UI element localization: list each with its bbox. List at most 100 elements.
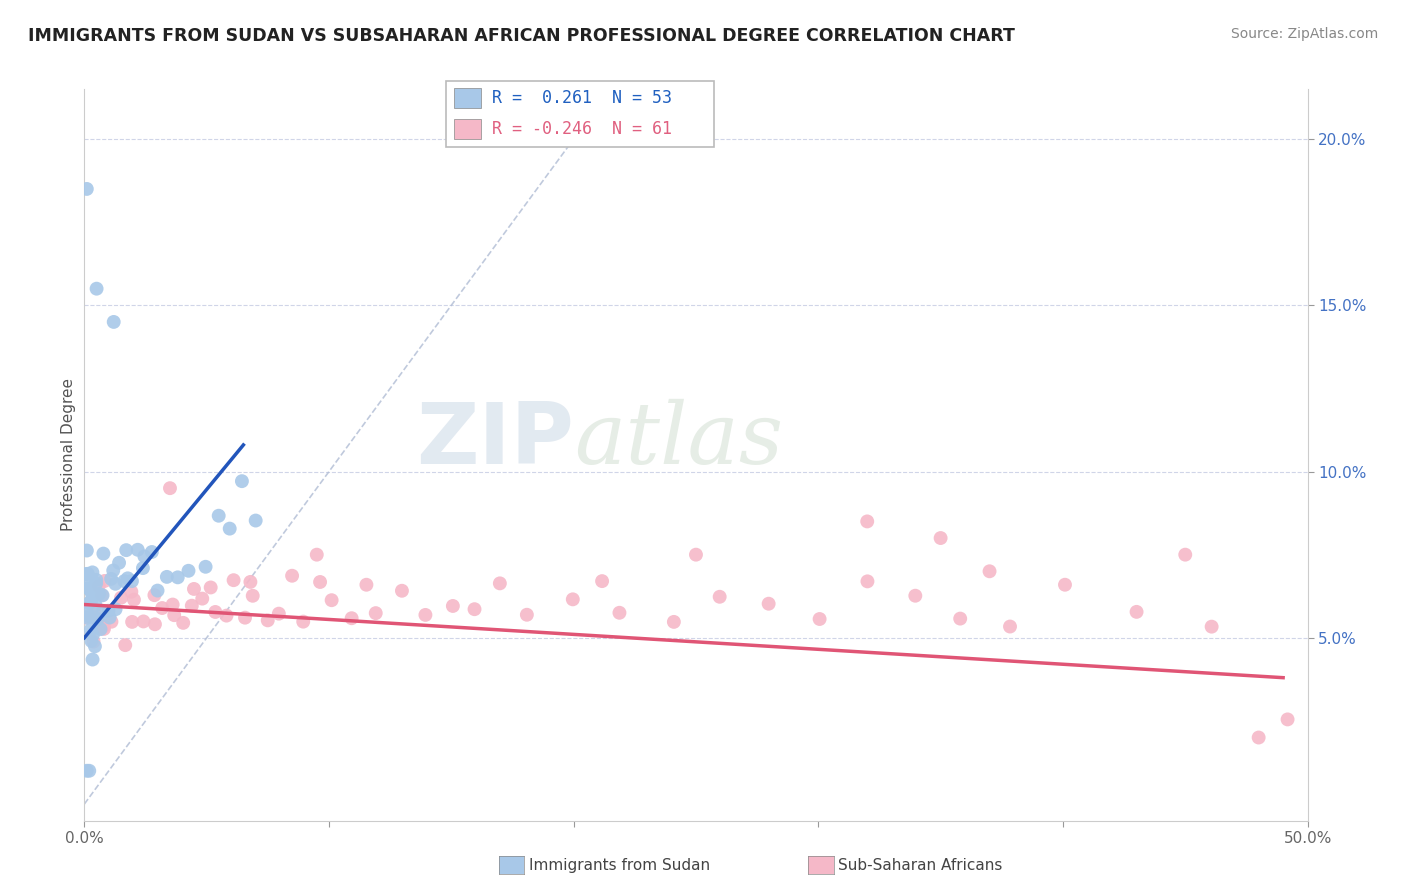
Text: Sub-Saharan Africans: Sub-Saharan Africans bbox=[838, 858, 1002, 872]
FancyBboxPatch shape bbox=[446, 81, 714, 146]
Point bbox=[89, 587, 111, 601]
Point bbox=[808, 612, 831, 626]
Point bbox=[115, 543, 138, 558]
Point bbox=[117, 571, 139, 585]
Point bbox=[242, 589, 264, 603]
Point bbox=[76, 611, 98, 625]
Point bbox=[441, 599, 464, 613]
Point bbox=[93, 574, 115, 588]
Point bbox=[86, 612, 108, 626]
Point bbox=[356, 578, 378, 592]
Point bbox=[156, 570, 179, 584]
Point bbox=[163, 608, 186, 623]
Point bbox=[83, 588, 105, 602]
Point bbox=[172, 615, 194, 630]
Point bbox=[208, 508, 231, 523]
Point bbox=[143, 617, 166, 632]
Point bbox=[949, 611, 972, 625]
Point bbox=[180, 599, 202, 613]
Point bbox=[83, 607, 105, 621]
Point bbox=[84, 573, 107, 587]
Point bbox=[200, 581, 222, 595]
Point bbox=[177, 564, 200, 578]
Text: R =  0.261  N = 53: R = 0.261 N = 53 bbox=[492, 89, 672, 107]
Point bbox=[79, 596, 101, 610]
Point bbox=[76, 543, 98, 558]
Point bbox=[233, 610, 256, 624]
Point bbox=[104, 602, 127, 616]
Point bbox=[516, 607, 538, 622]
Point bbox=[132, 561, 155, 575]
Point bbox=[122, 592, 145, 607]
Point bbox=[662, 615, 685, 629]
Point bbox=[84, 576, 107, 591]
Point bbox=[86, 282, 108, 296]
Point bbox=[100, 615, 122, 629]
Point bbox=[245, 514, 267, 528]
Point bbox=[114, 638, 136, 652]
Point bbox=[97, 604, 120, 618]
Point bbox=[87, 579, 110, 593]
Point bbox=[110, 591, 132, 605]
Point bbox=[80, 584, 103, 599]
Point bbox=[93, 619, 115, 633]
Point bbox=[1247, 731, 1270, 745]
Point bbox=[340, 611, 363, 625]
Point bbox=[103, 564, 125, 578]
Point bbox=[91, 588, 114, 602]
Point bbox=[222, 573, 245, 587]
Point bbox=[108, 556, 131, 570]
Point bbox=[183, 582, 205, 596]
FancyBboxPatch shape bbox=[454, 120, 481, 139]
Point bbox=[75, 567, 97, 582]
Point bbox=[76, 581, 98, 595]
Point bbox=[1174, 548, 1197, 562]
Point bbox=[489, 576, 512, 591]
Point bbox=[112, 574, 135, 589]
Text: atlas: atlas bbox=[574, 399, 783, 482]
Point bbox=[80, 593, 103, 607]
Point bbox=[1201, 620, 1223, 634]
Point bbox=[166, 570, 188, 584]
Point bbox=[709, 590, 731, 604]
Point bbox=[239, 574, 262, 589]
Point bbox=[159, 481, 181, 495]
Point bbox=[132, 615, 155, 629]
Point bbox=[305, 548, 328, 562]
Point bbox=[77, 764, 100, 778]
Point bbox=[80, 586, 103, 600]
Point bbox=[127, 542, 149, 557]
Y-axis label: Professional Degree: Professional Degree bbox=[60, 378, 76, 532]
Point bbox=[292, 615, 315, 629]
Point bbox=[1125, 605, 1147, 619]
Point bbox=[998, 619, 1021, 633]
Point bbox=[84, 640, 107, 654]
Point bbox=[609, 606, 631, 620]
Point bbox=[79, 623, 101, 637]
Point bbox=[758, 597, 780, 611]
Point bbox=[194, 559, 217, 574]
Point bbox=[256, 613, 278, 627]
Point bbox=[77, 609, 100, 624]
Point bbox=[561, 592, 583, 607]
Point bbox=[98, 610, 121, 624]
Point bbox=[100, 572, 122, 586]
Point bbox=[93, 622, 115, 636]
Point bbox=[90, 588, 112, 602]
Text: IMMIGRANTS FROM SUDAN VS SUBSAHARAN AFRICAN PROFESSIONAL DEGREE CORRELATION CHAR: IMMIGRANTS FROM SUDAN VS SUBSAHARAN AFRI… bbox=[28, 27, 1015, 45]
Point bbox=[80, 634, 103, 648]
Point bbox=[90, 622, 112, 636]
Point bbox=[218, 522, 240, 536]
Point bbox=[463, 602, 485, 616]
Point bbox=[591, 574, 613, 588]
Point bbox=[391, 583, 413, 598]
Point bbox=[146, 583, 169, 598]
Point bbox=[120, 584, 142, 599]
Point bbox=[76, 577, 98, 591]
Text: ZIP: ZIP bbox=[416, 399, 574, 482]
Point bbox=[91, 605, 114, 619]
Point bbox=[321, 593, 343, 607]
Point bbox=[76, 182, 98, 196]
Point bbox=[856, 515, 879, 529]
Point bbox=[904, 589, 927, 603]
